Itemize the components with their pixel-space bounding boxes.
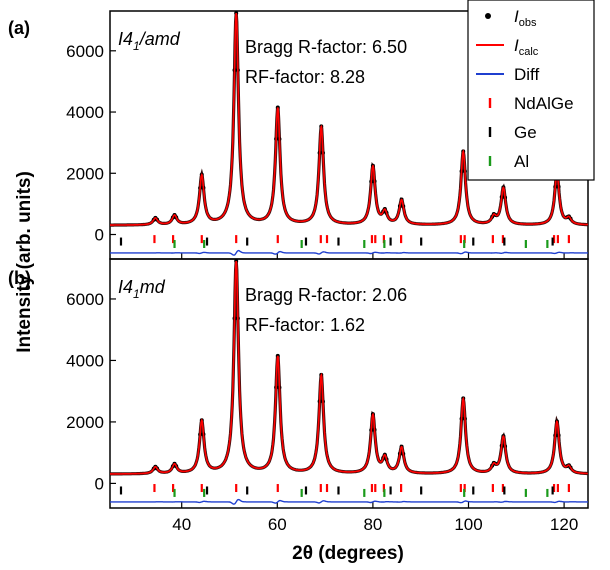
panel-a: 0 2000 4000 6000 (a) I41/amd Bragg R-factor: 6… <box>8 10 589 260</box>
legend-box <box>467 0 595 181</box>
legend-label-ge: Ge <box>514 123 537 142</box>
panel-b: 0 2000 4000 6000 40 60 80 100 120 (b) I41md Bragg R… <box>8 258 589 534</box>
legend-label-main: I <box>514 7 519 26</box>
space-group-rest: md <box>140 277 166 297</box>
series-calc-line <box>110 260 588 475</box>
legend-label-sub: calc <box>519 46 539 58</box>
y-tick-label: 4000 <box>66 103 104 122</box>
plot-frame <box>109 258 589 509</box>
y-tick-label: 0 <box>95 226 104 245</box>
series-diff-line <box>110 498 588 505</box>
panel-label: (a) <box>8 18 30 38</box>
space-group-sub: 1 <box>133 39 140 53</box>
space-group-main: I4 <box>118 29 133 49</box>
space-group-sub: 1 <box>133 287 140 301</box>
x-axis-label: 2θ (degrees) <box>292 543 404 564</box>
space-group-main: I4 <box>118 277 133 297</box>
rf-factor: RF-factor: 1.62 <box>245 315 365 335</box>
legend-label-obs: Iobs <box>514 7 537 29</box>
x-tick-label: 60 <box>268 515 287 534</box>
space-group-rest: /amd <box>138 29 181 49</box>
panel-label: (b) <box>8 268 31 288</box>
series-diff-line <box>110 249 588 256</box>
legend-label-diff: Diff <box>514 65 539 84</box>
x-tick-label: 40 <box>172 515 191 534</box>
legend-label-ndalge: NdAlGe <box>514 94 574 113</box>
series-calc-line <box>110 12 588 226</box>
y-tick-label: 4000 <box>66 351 104 370</box>
bragg-r-factor: Bragg R-factor: 6.50 <box>245 37 407 57</box>
plot-area <box>110 11 588 256</box>
x-tick-label: 80 <box>363 515 382 534</box>
y-tick-label: 0 <box>95 474 104 493</box>
legend-label-calc: Icalc <box>514 36 539 58</box>
space-group-label: I41/amd <box>118 29 181 53</box>
space-group-label: I41md <box>118 277 166 301</box>
x-tick-label: 120 <box>550 515 578 534</box>
bragg-r-factor: Bragg R-factor: 2.06 <box>245 285 407 305</box>
x-tick-label: 100 <box>454 515 482 534</box>
legend-label-al: Al <box>514 152 529 171</box>
y-tick-label: 2000 <box>66 164 104 183</box>
y-tick-label: 6000 <box>66 290 104 309</box>
legend-marker-obs <box>485 13 491 19</box>
rf-factor: RF-factor: 8.28 <box>245 67 365 87</box>
y-tick-label: 2000 <box>66 413 104 432</box>
plot-area <box>110 259 588 505</box>
y-axis-label: Intensity (arb. units) <box>14 171 35 353</box>
legend-label-sub: obs <box>519 17 537 29</box>
legend-label-main: I <box>514 36 519 55</box>
y-tick-label: 6000 <box>66 42 104 61</box>
